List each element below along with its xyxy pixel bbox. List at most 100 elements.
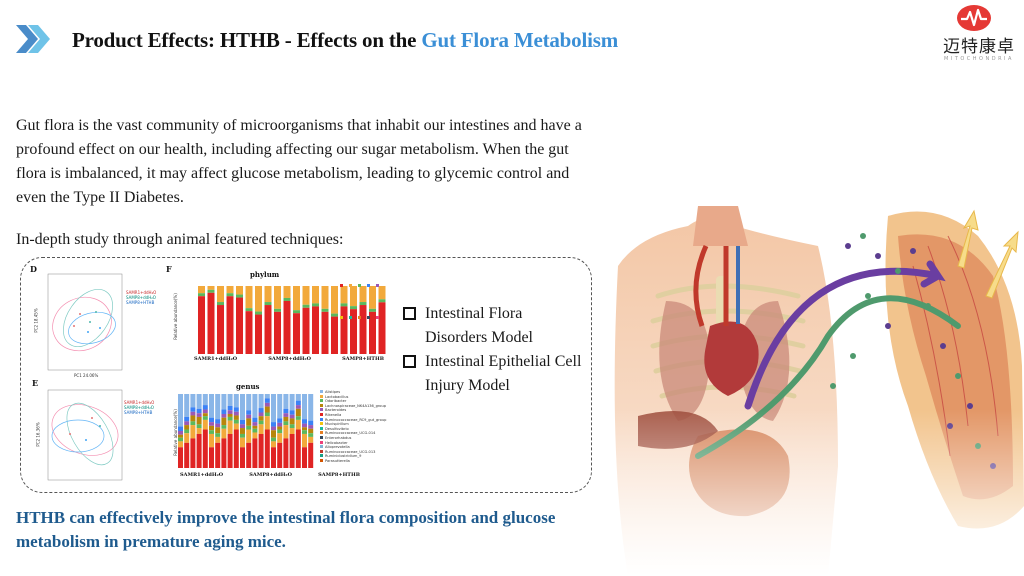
genus-bar-segment xyxy=(184,442,190,468)
genus-bar-segment xyxy=(283,438,289,468)
phylum-bar-segment xyxy=(207,289,215,293)
legend-label: Bacteroides xyxy=(325,408,347,413)
genus-bar-segment xyxy=(209,417,214,423)
genus-bar-segment xyxy=(277,426,283,430)
legend-swatch xyxy=(320,426,323,430)
genus-bar-segment xyxy=(227,420,233,434)
legend-swatch xyxy=(320,422,323,426)
pca-ylabel-d: PC2 18.45% xyxy=(33,308,39,333)
genus-bar-segment xyxy=(184,421,190,426)
genus-bar-segment xyxy=(258,433,264,468)
genus-bar-segment xyxy=(190,411,196,416)
logo-name-cn: 迈特康卓 xyxy=(943,37,1015,57)
genus-bar-segment xyxy=(271,422,276,427)
phylum-bar-segment xyxy=(264,286,272,303)
genus-bar-segment xyxy=(215,394,221,420)
phylum-bar-segment xyxy=(350,309,357,354)
genus-bar-segment xyxy=(258,424,264,434)
phylum-bar-segment xyxy=(350,286,357,307)
genus-legend-item: Lachnospiraceae_NK4A136_group xyxy=(320,403,390,409)
legend-swatch xyxy=(320,449,323,453)
legend-swatch xyxy=(340,316,343,319)
phylum-bar-segment xyxy=(236,286,243,295)
genus-bar-segment xyxy=(264,406,270,413)
genus-bar-segment xyxy=(283,408,289,414)
phylum-bar-segment xyxy=(236,297,243,354)
genus-legend-item: Ruminococcaceae_RC9_gut_group xyxy=(320,417,390,423)
genus-bar-segment xyxy=(196,424,202,429)
genus-bar-segment xyxy=(283,421,289,426)
phylum-bar-segment xyxy=(378,299,386,303)
title-accent: Gut Flora Metabolism xyxy=(421,28,618,52)
genus-bar-segment xyxy=(190,438,196,468)
legend-label: Odoribacter xyxy=(325,399,347,404)
phylum-bar-segment xyxy=(226,293,234,297)
legend-label: Lactobacillus xyxy=(325,394,349,399)
genus-bar-segment xyxy=(184,425,190,430)
genus-bar-segment xyxy=(295,405,301,409)
pca-legend-e: SAMR1+ddH₂O SAMP8+ddH₂O SAMP8+HTHB xyxy=(124,400,154,415)
pca-panel-e: E PC2 16.36% SAMR1+ddH₂O SAMP8+ddH₂O SAM… xyxy=(30,378,160,488)
genus-bar-segment xyxy=(289,410,295,415)
genus-bar-segment xyxy=(240,447,245,468)
pca-xlabel-d: PC1 24.06% xyxy=(74,373,99,378)
phylum-bar-segment xyxy=(236,294,243,298)
figures-container xyxy=(20,257,592,493)
phylum-bar-segment xyxy=(302,304,310,308)
genus-bar-segment xyxy=(283,425,289,439)
genus-bar-segment xyxy=(271,441,276,448)
genus-bar-segment xyxy=(178,437,183,442)
genus-bar-segment xyxy=(215,442,221,468)
phylum-bar-segment xyxy=(369,308,376,312)
genus-bar-segment xyxy=(258,394,264,409)
phylum-bar-segment xyxy=(217,302,224,306)
pca-plot-e xyxy=(47,389,123,481)
legend-label: Ruminococcaceae_UCG-013 xyxy=(325,449,376,454)
group-label: SAMR1+ddH₂O xyxy=(180,472,224,478)
phylum-bar-segment xyxy=(331,313,338,317)
genus-bar-segment xyxy=(264,394,270,399)
group-label: SAMR1+ddH₂O xyxy=(194,356,238,362)
genus-bar-segment xyxy=(289,428,295,434)
genus-legend-item: Ruminococcaceae_UCG-013 xyxy=(320,449,390,455)
genus-bar-segment xyxy=(209,430,214,434)
phylum-bar-segment xyxy=(359,286,367,303)
genus-bar-segment xyxy=(302,447,307,468)
pca-plot-d xyxy=(47,273,123,371)
phylum-bar-segment xyxy=(264,305,272,354)
genus-legend-item: Bacteroides xyxy=(320,408,390,413)
phylum-bar-segment xyxy=(255,314,262,354)
phylum-bar-segment xyxy=(340,306,348,354)
genus-bar-segment xyxy=(295,429,301,468)
legend-label: Alloprevotella xyxy=(325,445,350,450)
genus-bar-segment xyxy=(240,424,245,429)
genus-legend-item: Parasutterella xyxy=(320,458,390,464)
genus-chart-panel: genus Relative abundance(%) SAMR1+ddH₂O … xyxy=(160,382,392,488)
genus-bar-segment xyxy=(178,447,183,468)
phylum-bar-segment xyxy=(274,308,281,312)
double-chevron-right-icon xyxy=(16,25,50,53)
genus-bar-segment xyxy=(295,416,301,420)
phylum-bar-segment xyxy=(293,286,300,311)
legend-item: SAMP8+HTHB xyxy=(124,410,153,415)
phylum-bar-segment xyxy=(369,286,376,309)
genus-bar-segment xyxy=(264,402,270,407)
genus-bar-segment xyxy=(221,438,227,468)
legend-swatch xyxy=(358,284,361,287)
phylum-bar-segment xyxy=(255,286,262,312)
legend-label: Parasutterella xyxy=(325,458,350,463)
genus-bar-segment xyxy=(289,424,295,429)
group-label: SAMP8+HTHB xyxy=(342,356,384,362)
phylum-chart-panel: F phylum Relative abundance(%) SAMR1+ddH… xyxy=(160,264,392,374)
genus-bar-segment xyxy=(308,425,314,429)
genus-bar-segment xyxy=(190,415,196,422)
genus-bar-segment xyxy=(302,423,307,428)
legend-swatch xyxy=(349,316,352,319)
genus-bar-segment xyxy=(277,418,283,423)
phylum-bar-segment xyxy=(226,296,234,354)
genus-bar-segment xyxy=(233,429,239,468)
checklist-label: Intestinal Flora Disorders Model xyxy=(425,305,533,346)
genus-bar-segment xyxy=(277,394,283,419)
genus-bar-segment xyxy=(252,417,258,423)
genus-bar-segment xyxy=(196,416,202,425)
